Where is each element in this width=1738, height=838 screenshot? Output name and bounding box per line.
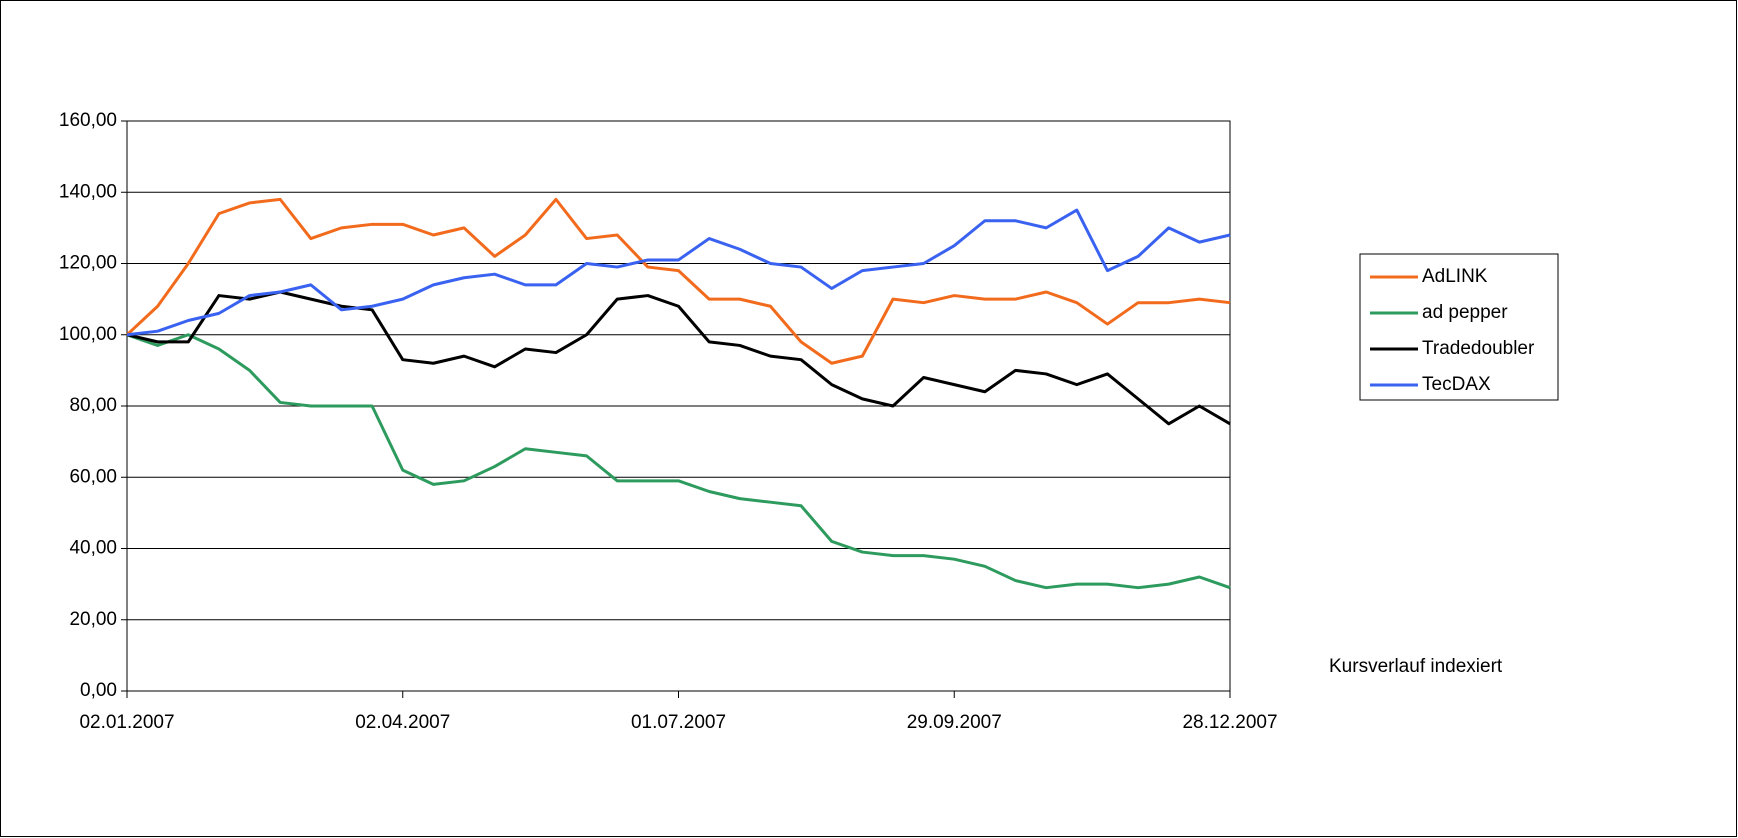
series-line bbox=[125, 197, 1231, 365]
x-tick-label: 02.01.2007 bbox=[79, 712, 174, 733]
y-tick-label: 40,00 bbox=[69, 538, 117, 559]
x-tick-label: 02.04.2007 bbox=[355, 712, 450, 733]
y-tick-label: 0,00 bbox=[80, 680, 117, 701]
x-tick-label: 29.09.2007 bbox=[907, 712, 1002, 733]
y-tick-label: 100,00 bbox=[59, 324, 117, 345]
y-tick-label: 120,00 bbox=[59, 253, 117, 274]
legend-label: TecDAX bbox=[1422, 374, 1491, 395]
series-line bbox=[126, 208, 1231, 337]
legend-label: AdLINK bbox=[1422, 266, 1488, 287]
series-line bbox=[126, 333, 1231, 590]
y-tick-label: 160,00 bbox=[59, 110, 117, 131]
y-tick-label: 140,00 bbox=[59, 181, 117, 202]
x-tick-label: 01.07.2007 bbox=[631, 712, 726, 733]
y-tick-label: 80,00 bbox=[69, 395, 117, 416]
legend-label: ad pepper bbox=[1422, 302, 1508, 323]
annotation: Kursverlauf indexiert bbox=[1329, 656, 1503, 677]
y-tick-label: 20,00 bbox=[69, 609, 117, 630]
legend-label: Tradedoubler bbox=[1422, 338, 1535, 359]
y-tick-label: 60,00 bbox=[69, 466, 117, 487]
series-line bbox=[126, 290, 1231, 426]
x-tick-label: 28.12.2007 bbox=[1182, 712, 1277, 733]
